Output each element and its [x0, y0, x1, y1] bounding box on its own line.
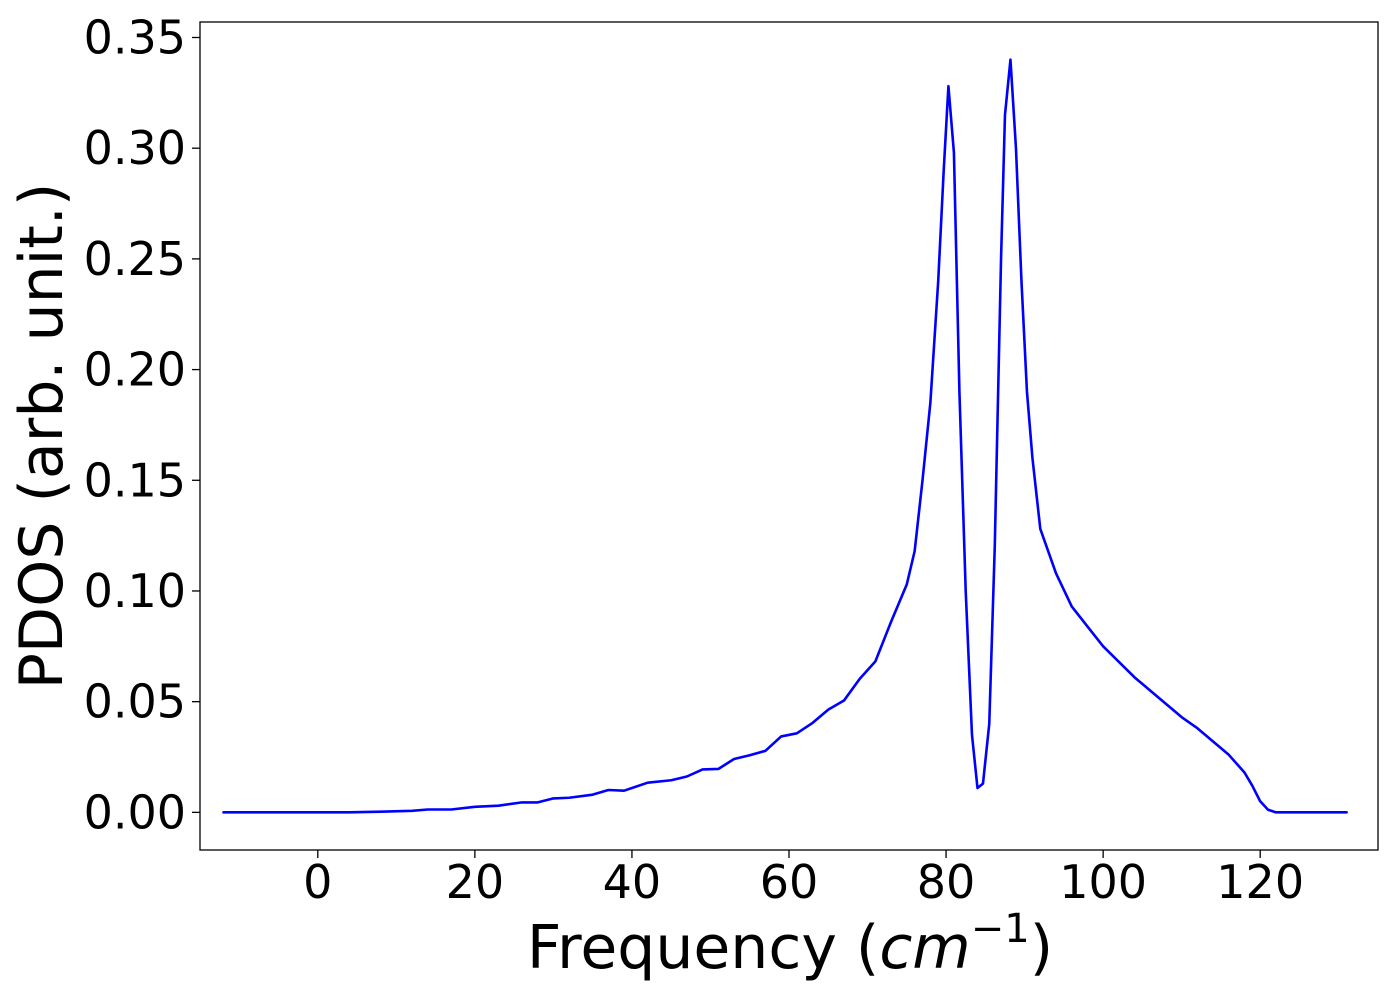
y-tick-label: 0.20	[84, 343, 186, 397]
x-tick-label: 0	[303, 855, 332, 909]
y-axis: 0.00 0.05 0.10 0.15 0.20 0.25 0.30 0.35	[84, 10, 200, 839]
x-tick-label: 80	[917, 855, 976, 909]
y-tick-label: 0.35	[84, 10, 186, 64]
x-tick-label: 100	[1059, 855, 1147, 909]
x-axis-title-prefix: Frequency (	[527, 913, 879, 983]
y-tick-label: 0.30	[84, 121, 186, 175]
x-axis-title-suffix: )	[1030, 913, 1053, 983]
x-tick-label: 20	[446, 855, 505, 909]
x-axis: 0 20 40 60 80 100 120	[303, 850, 1304, 909]
x-tick-label: 120	[1216, 855, 1304, 909]
series-layer	[222, 58, 1348, 814]
y-tick-label: 0.00	[84, 785, 186, 839]
x-tick-label: 60	[760, 855, 819, 909]
x-axis-title-exponent: −1	[971, 906, 1030, 952]
pdos-series-line	[222, 58, 1348, 814]
x-axis-title: Frequency (cm−1)	[527, 906, 1053, 983]
y-tick-label: 0.05	[84, 675, 186, 729]
y-axis-title: PDOS (arb. unit.)	[7, 183, 77, 690]
x-tick-label: 40	[603, 855, 662, 909]
y-tick-label: 0.15	[84, 453, 186, 507]
y-tick-label: 0.25	[84, 232, 186, 286]
y-tick-label: 0.10	[84, 564, 186, 618]
x-axis-title-unit: cm	[879, 913, 970, 983]
